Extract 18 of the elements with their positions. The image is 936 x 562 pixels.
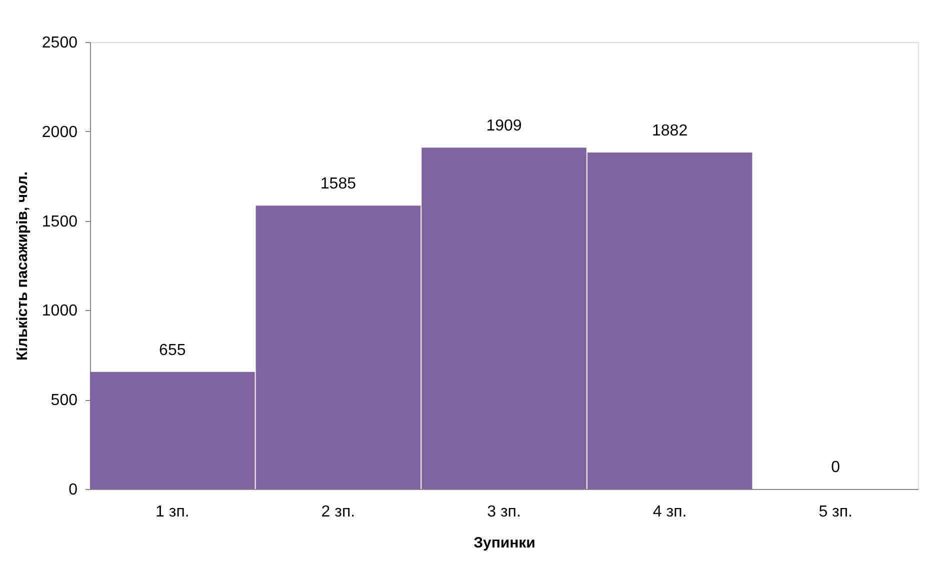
x-tick-label: 3 зп. [487, 504, 521, 520]
data-label: 1909 [486, 118, 522, 135]
y-tick-label: 500 [50, 392, 78, 410]
data-label: 655 [159, 342, 186, 359]
y-tick-label: 0 [68, 482, 78, 498]
y-axis-title: Кількість пасажирів, чол. [14, 171, 31, 361]
x-tick-label: 4 зп. [652, 504, 687, 520]
x-tick-label: 5 зп. [818, 504, 852, 520]
data-label: 0 [831, 459, 840, 476]
x-axis-title: Зупинки [474, 534, 536, 552]
y-tick-label: 2000 [42, 124, 78, 141]
y-tick-label: 1000 [42, 302, 78, 320]
x-tick-label: 1 зп. [156, 504, 190, 520]
y-tick-label: 1500 [42, 213, 78, 230]
data-label: 1882 [652, 122, 688, 140]
data-label: 1585 [320, 176, 356, 193]
x-tick-label: 2 зп. [321, 504, 356, 520]
y-tick-label: 2500 [42, 34, 78, 52]
